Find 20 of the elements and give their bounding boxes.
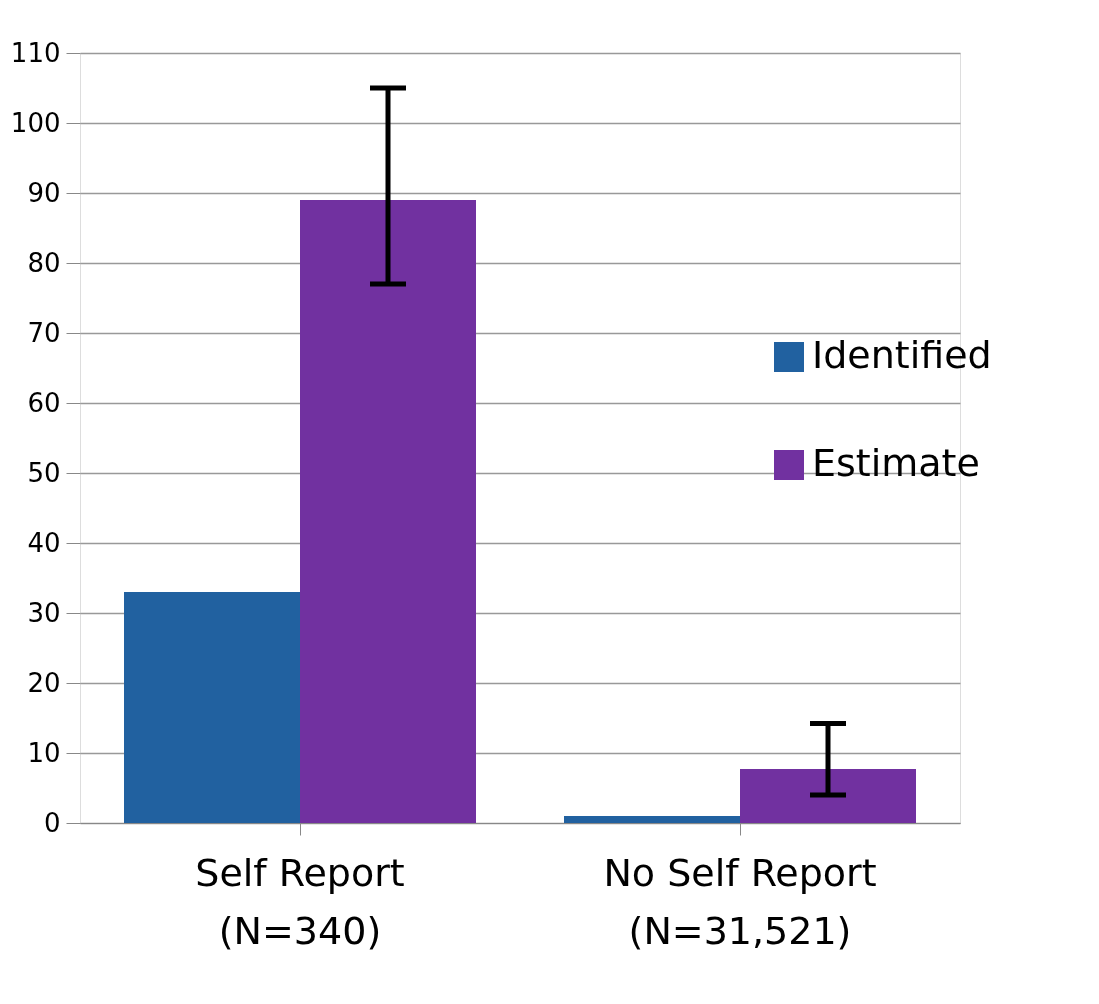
- y-tick-label: 70: [27, 317, 61, 348]
- bar: [300, 200, 476, 823]
- legend-label: Estimate: [812, 441, 980, 485]
- x-tick-label: No Self Report (N=31,521): [603, 850, 877, 953]
- y-tick-label: 110: [10, 37, 61, 68]
- bar: [124, 592, 300, 823]
- y-tick-label: 50: [27, 457, 61, 488]
- bar: [740, 769, 916, 823]
- y-tick-label: 100: [10, 107, 61, 138]
- legend-label: Identified: [812, 333, 992, 377]
- y-tick-label: 30: [27, 597, 61, 628]
- y-tick-label: 20: [27, 667, 61, 698]
- y-tick-label: 0: [43, 807, 61, 838]
- y-tick-label: 90: [27, 177, 61, 208]
- y-tick-label: 10: [27, 737, 61, 768]
- y-tick-label: 80: [27, 247, 61, 278]
- x-tick-label: Self Report (N=340): [195, 850, 405, 953]
- bar: [564, 816, 740, 823]
- y-tick-label: 60: [27, 387, 61, 418]
- y-tick-label: 40: [27, 527, 61, 558]
